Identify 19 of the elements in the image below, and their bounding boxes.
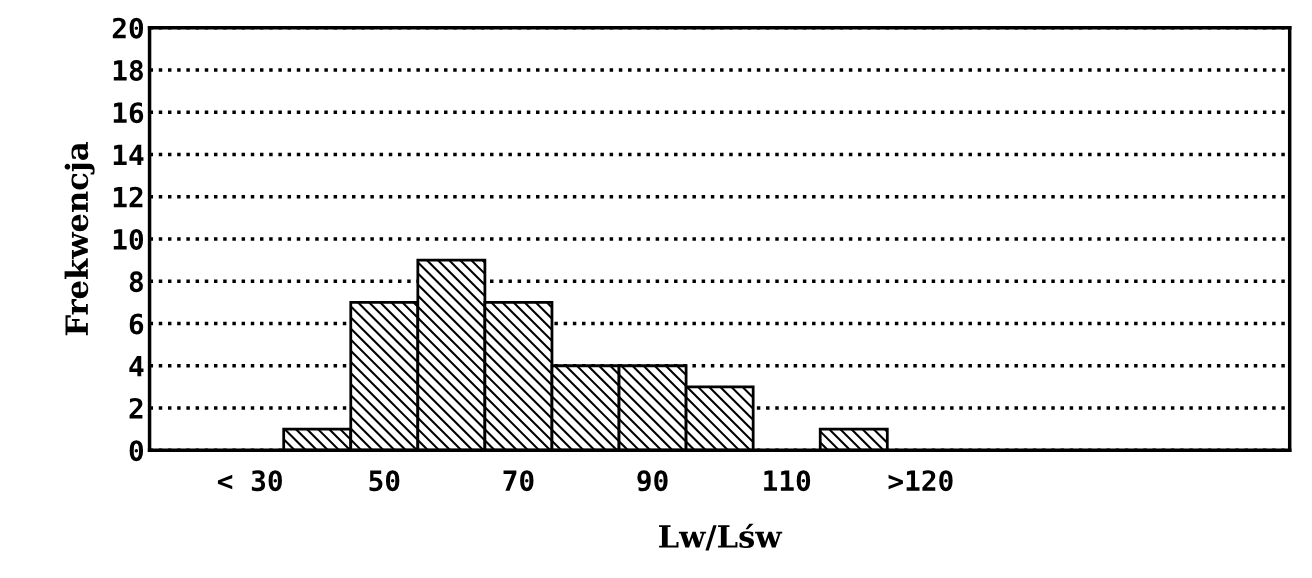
- x-tick-label: 70: [503, 470, 534, 492]
- y-tick-label: 0: [129, 440, 144, 462]
- y-tick-label: 12: [113, 186, 143, 208]
- y-tick-label: 14: [113, 144, 144, 166]
- x-tick-label: 110: [764, 470, 811, 492]
- x-tick-label: >120: [888, 470, 953, 492]
- x-tick-label: 50: [369, 470, 400, 492]
- y-axis-title: Frekwencja: [64, 142, 95, 336]
- x-tick-label: 90: [637, 470, 668, 492]
- y-tick-label: 20: [112, 17, 144, 39]
- y-tick-label: 4: [129, 356, 144, 377]
- y-tick-label: 8: [129, 271, 143, 293]
- y-tick-label: 6: [129, 313, 144, 335]
- x-axis-title: Lw/Lśw: [659, 523, 783, 551]
- y-tick-label: 2: [129, 397, 143, 419]
- x-tick-label: < 30: [217, 470, 282, 492]
- y-tick-label: 10: [113, 228, 144, 250]
- y-tick-label: 16: [113, 102, 144, 124]
- y-tick-label: 18: [113, 59, 143, 81]
